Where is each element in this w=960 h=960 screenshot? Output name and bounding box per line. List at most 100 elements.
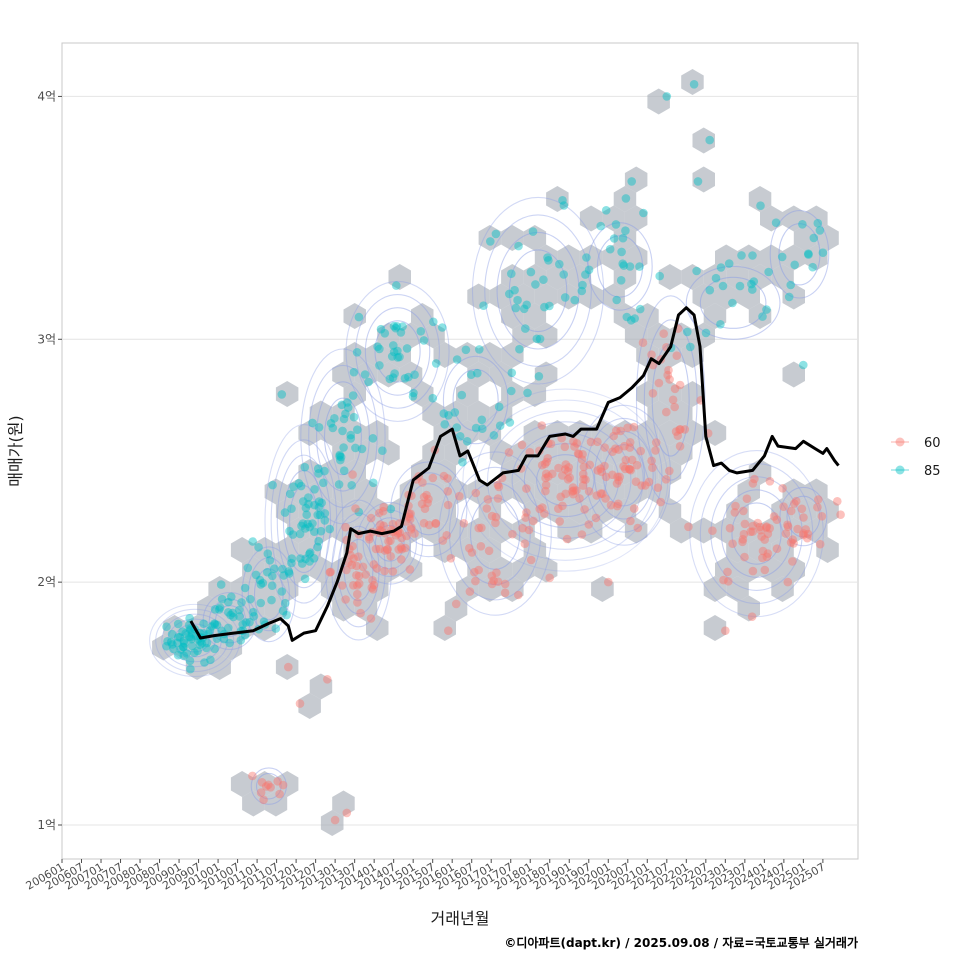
hexbin-cell — [467, 478, 490, 505]
density-contour — [474, 399, 657, 561]
scatter-point-85 — [559, 270, 568, 279]
scatter-point-60 — [762, 552, 772, 562]
scatter-point-85 — [461, 345, 471, 355]
scatter-point-85 — [169, 644, 178, 654]
hexbin-cell — [433, 537, 456, 563]
scatter-point-85 — [398, 322, 407, 331]
scatter-point-85 — [185, 632, 194, 641]
scatter-point-60 — [471, 576, 480, 586]
scatter-point-60 — [418, 478, 427, 487]
scatter-point-60 — [508, 529, 517, 539]
hexbin-cell — [534, 556, 558, 583]
scatter-point-60 — [404, 509, 414, 519]
scatter-point-85 — [179, 642, 188, 652]
scatter-point-85 — [317, 498, 327, 508]
scatter-point-60 — [621, 455, 631, 465]
density-contour — [576, 404, 672, 546]
scatter-point-85 — [402, 344, 412, 353]
hexbin-cell — [760, 517, 783, 544]
hexbin-cell — [546, 498, 569, 524]
scatter-point-60 — [422, 490, 431, 500]
scatter-point-60 — [781, 529, 791, 538]
scatter-point-85 — [166, 637, 176, 647]
scatter-point-60 — [491, 512, 501, 522]
scatter-point-85 — [428, 393, 438, 403]
scatter-point-60 — [352, 561, 361, 571]
scatter-point-60 — [368, 576, 377, 585]
scatter-point-60 — [591, 513, 601, 523]
scatter-point-85 — [577, 286, 587, 296]
hexbin-cell — [309, 673, 333, 700]
scatter-point-60 — [560, 442, 570, 452]
hexbin-cell — [613, 186, 637, 212]
scatter-point-85 — [545, 301, 554, 311]
scatter-point-60 — [723, 567, 732, 577]
scatter-point-60 — [406, 525, 416, 534]
scatter-point-85 — [190, 648, 199, 657]
scatter-point-60 — [788, 535, 797, 544]
scatter-point-60 — [670, 402, 679, 412]
scatter-point-60 — [793, 524, 802, 534]
scatter-point-85 — [205, 626, 215, 635]
scatter-point-85 — [507, 269, 516, 279]
scatter-point-60 — [548, 469, 557, 479]
scatter-point-60 — [629, 504, 639, 513]
density-contour — [316, 381, 370, 492]
scatter-point-85 — [316, 526, 326, 536]
hexbin-cell — [669, 439, 693, 466]
scatter-point-60 — [483, 495, 493, 504]
scatter-point-85 — [162, 641, 171, 651]
hexbin-cell — [534, 478, 558, 505]
scatter-point-60 — [563, 475, 573, 484]
scatter-point-60 — [619, 462, 628, 471]
scatter-point-85 — [304, 499, 313, 509]
density-contour — [149, 603, 241, 678]
scatter-point-85 — [582, 253, 591, 262]
hexbin-cell — [748, 537, 772, 563]
scatter-point-85 — [305, 548, 315, 557]
scatter-point-60 — [572, 439, 582, 448]
scatter-point-60 — [465, 543, 474, 553]
hexbin-cell — [422, 400, 445, 427]
density-contour — [255, 772, 282, 800]
scatter-point-60 — [493, 480, 503, 490]
density-contour — [241, 546, 296, 643]
hexbin-cell — [264, 595, 288, 622]
scatter-point-60 — [257, 778, 267, 787]
scatter-point-85 — [186, 664, 195, 674]
scatter-point-60 — [563, 467, 573, 476]
scatter-point-60 — [620, 441, 629, 451]
hexbin-cell — [512, 439, 535, 466]
hexbin-cell — [399, 556, 423, 583]
scatter-point-60 — [470, 567, 479, 577]
scatter-point-60 — [801, 525, 810, 534]
scatter-point-85 — [215, 605, 224, 614]
scatter-point-60 — [578, 450, 587, 459]
scatter-point-60 — [584, 520, 594, 529]
density-contour — [596, 235, 644, 298]
scatter-point-85 — [314, 423, 324, 432]
scatter-point-85 — [353, 425, 362, 435]
scatter-point-60 — [653, 483, 663, 493]
density-contour — [202, 592, 257, 650]
hexbin-cell — [456, 420, 479, 446]
scatter-point-60 — [665, 466, 674, 476]
density-contour — [368, 517, 411, 570]
scatter-point-60 — [663, 370, 672, 380]
scatter-point-60 — [799, 529, 808, 538]
scatter-point-85 — [314, 497, 324, 506]
density-contour — [264, 423, 344, 619]
scatter-point-60 — [762, 522, 771, 531]
scatter-point-85 — [343, 398, 352, 407]
scatter-point-85 — [179, 636, 188, 646]
scatter-point-60 — [522, 484, 531, 493]
scatter-point-60 — [665, 375, 674, 384]
hexbin-cell — [309, 556, 333, 583]
density-contour — [602, 444, 645, 507]
scatter-point-85 — [400, 374, 410, 383]
scatter-point-85 — [298, 519, 308, 528]
scatter-point-60 — [580, 505, 589, 514]
scatter-point-85 — [193, 646, 202, 656]
scatter-point-60 — [613, 499, 623, 509]
scatter-point-85 — [174, 632, 183, 642]
